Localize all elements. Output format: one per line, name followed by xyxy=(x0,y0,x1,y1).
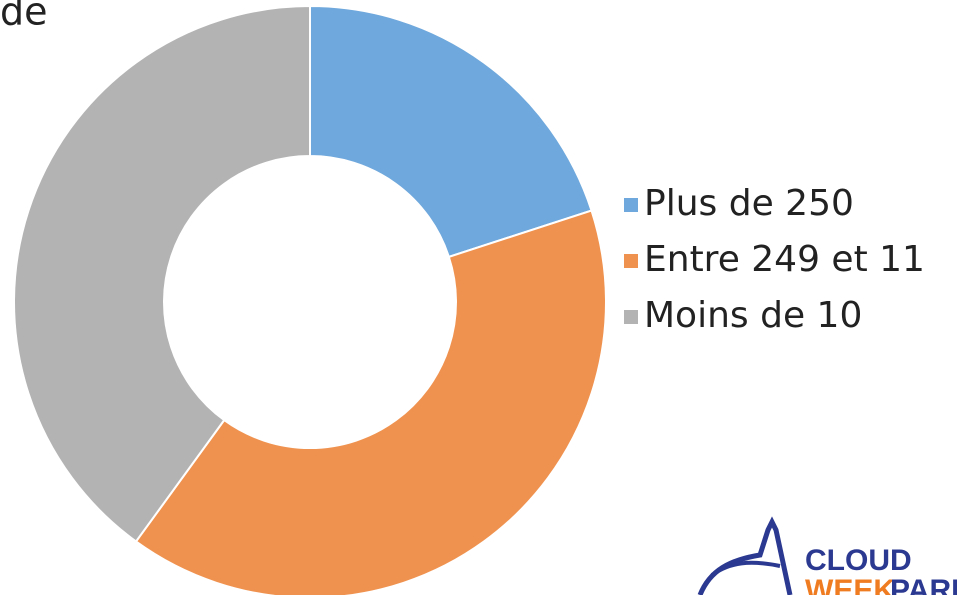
logo-icon xyxy=(697,516,793,595)
legend-label: Plus de 250 xyxy=(644,183,854,224)
chart-title: de xyxy=(0,0,48,34)
logo-swoosh xyxy=(710,560,781,577)
donut-segment xyxy=(134,209,607,595)
donut-segment xyxy=(309,4,593,259)
legend-label: Entre 249 et 11 xyxy=(644,239,925,280)
legend-swatch xyxy=(624,254,638,268)
logo-text: CLOUD xyxy=(805,544,912,577)
legend-swatch xyxy=(624,198,638,212)
logo-text: PARIS xyxy=(890,574,957,595)
legend-swatch xyxy=(624,310,638,324)
logo-text: WEEK xyxy=(805,574,895,595)
legend-label: Moins de 10 xyxy=(644,295,862,336)
donut-segment xyxy=(13,4,311,543)
logo: CLOUD WEEK PARIS xyxy=(697,516,957,595)
